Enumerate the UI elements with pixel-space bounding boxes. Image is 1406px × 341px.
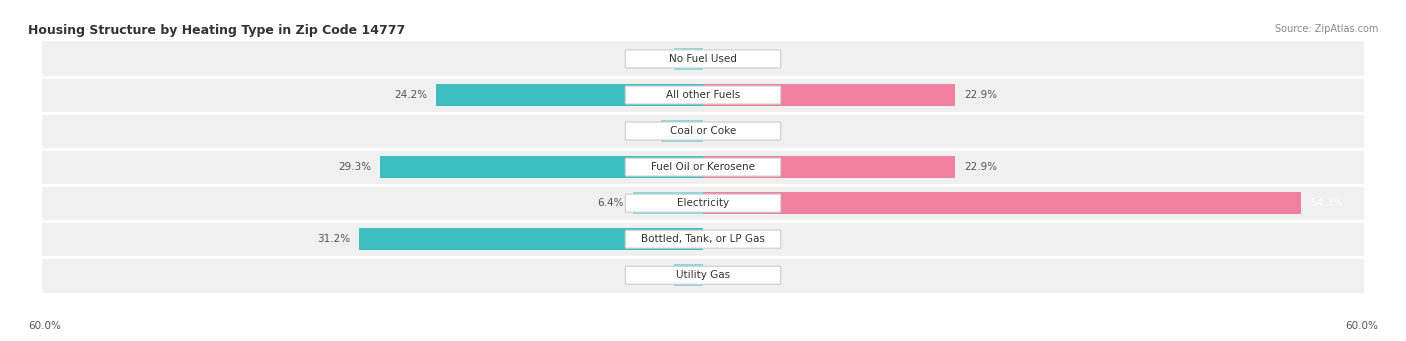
Text: 2.6%: 2.6% (640, 270, 665, 280)
Bar (42, 221, 1364, 257)
FancyBboxPatch shape (626, 122, 780, 140)
Bar (633, 192, 703, 214)
Bar (675, 264, 703, 286)
Text: 0.0%: 0.0% (711, 54, 738, 64)
Text: 24.2%: 24.2% (395, 90, 427, 100)
Bar (42, 41, 1364, 77)
Text: 60.0%: 60.0% (1346, 321, 1378, 330)
Text: 22.9%: 22.9% (965, 162, 997, 172)
Text: Electricity: Electricity (676, 198, 730, 208)
Text: Housing Structure by Heating Type in Zip Code 14777: Housing Structure by Heating Type in Zip… (28, 24, 405, 37)
Text: Fuel Oil or Kerosene: Fuel Oil or Kerosene (651, 162, 755, 172)
Text: 6.4%: 6.4% (598, 198, 624, 208)
Text: 3.8%: 3.8% (626, 126, 652, 136)
Bar (661, 120, 703, 142)
FancyBboxPatch shape (626, 194, 780, 212)
Bar (380, 156, 703, 178)
Text: 0.0%: 0.0% (711, 234, 738, 244)
Bar (42, 77, 1364, 113)
Text: 31.2%: 31.2% (318, 234, 350, 244)
Legend: Owner-occupied, Renter-occupied: Owner-occupied, Renter-occupied (581, 339, 825, 341)
Bar (703, 84, 955, 106)
Text: 22.9%: 22.9% (965, 90, 997, 100)
Bar (42, 257, 1364, 293)
FancyBboxPatch shape (626, 230, 780, 248)
Bar (675, 48, 703, 70)
Text: Utility Gas: Utility Gas (676, 270, 730, 280)
FancyBboxPatch shape (626, 50, 780, 68)
Text: Coal or Coke: Coal or Coke (669, 126, 737, 136)
Text: 0.0%: 0.0% (711, 126, 738, 136)
FancyBboxPatch shape (626, 266, 780, 284)
Bar (42, 113, 1364, 149)
Bar (703, 156, 955, 178)
Bar (42, 149, 1364, 185)
Bar (436, 84, 703, 106)
Bar (360, 228, 703, 250)
Text: 0.0%: 0.0% (711, 270, 738, 280)
Text: 60.0%: 60.0% (28, 321, 60, 330)
Text: 29.3%: 29.3% (339, 162, 371, 172)
Text: Source: ZipAtlas.com: Source: ZipAtlas.com (1274, 24, 1378, 34)
Text: All other Fuels: All other Fuels (666, 90, 740, 100)
FancyBboxPatch shape (626, 86, 780, 104)
Text: Bottled, Tank, or LP Gas: Bottled, Tank, or LP Gas (641, 234, 765, 244)
FancyBboxPatch shape (626, 158, 780, 176)
Text: 54.3%: 54.3% (1310, 198, 1343, 208)
Bar (703, 192, 1301, 214)
Text: No Fuel Used: No Fuel Used (669, 54, 737, 64)
Text: 2.6%: 2.6% (640, 54, 665, 64)
Bar (42, 185, 1364, 221)
